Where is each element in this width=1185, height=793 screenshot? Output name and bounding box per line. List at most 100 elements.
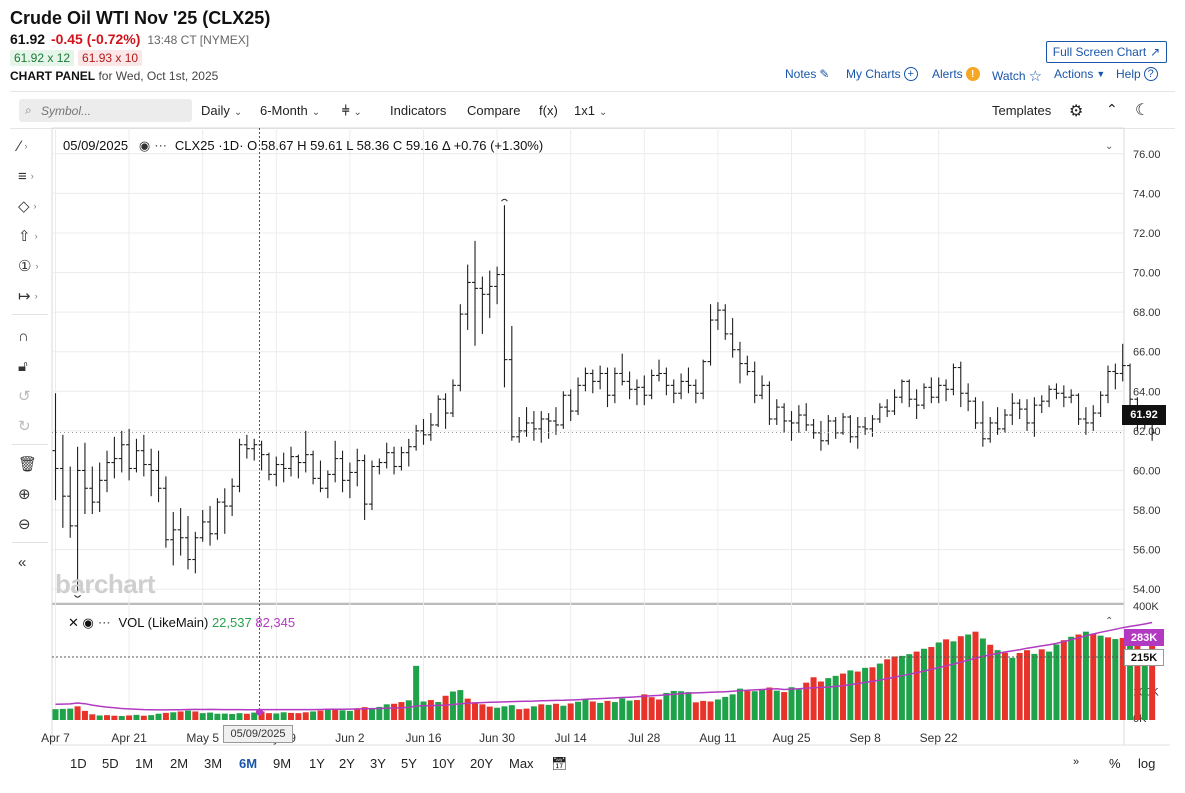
collapse-up-icon[interactable]: ⌃: [1106, 101, 1118, 117]
undo-button[interactable]: ↺: [18, 384, 48, 408]
volume-bar: [236, 713, 243, 720]
trend-line-tool[interactable]: ∕ ›: [18, 134, 48, 158]
double-chevron-down-icon[interactable]: »: [1073, 756, 1080, 768]
range-6m[interactable]: 6M: [239, 756, 258, 771]
range-10y[interactable]: 10Y: [432, 756, 456, 771]
ohlc-bar: [501, 205, 508, 388]
calendar-icon[interactable]: 📅︎: [551, 756, 568, 771]
submenu-arrow-icon: ›: [34, 291, 38, 301]
more-dots-icon[interactable]: ⋯: [154, 138, 168, 153]
dark-mode-moon-icon[interactable]: ☾: [1135, 102, 1150, 119]
eye-icon[interactable]: ◉: [82, 615, 94, 630]
fibonacci-tool[interactable]: ≡ ›: [18, 164, 48, 188]
lock-tool[interactable]: 🔓︎: [18, 354, 48, 378]
redo-button[interactable]: ↻: [18, 414, 48, 438]
notes-link[interactable]: Notes ✎: [785, 67, 829, 81]
volume-bar: [1097, 635, 1104, 720]
eye-icon[interactable]: ◉: [138, 138, 151, 153]
zoom-in-button[interactable]: ⊕: [18, 482, 48, 506]
delete-drawings-button[interactable]: 🗑︎: [18, 452, 48, 476]
low-marker: [74, 594, 81, 598]
range-3y[interactable]: 3Y: [370, 756, 386, 771]
magnet-tool[interactable]: ∩: [18, 324, 48, 348]
measure-tool[interactable]: ↦ ›: [18, 284, 48, 308]
volume-bar: [177, 711, 184, 720]
ohlc-bar: [869, 415, 876, 437]
double-chevron-left-icon: «: [18, 553, 27, 571]
volume-bar: [1090, 633, 1097, 720]
ohlc-bar: [817, 420, 824, 451]
ohlc-bar: [935, 377, 942, 404]
interval-dropdown[interactable]: Daily ⌄: [201, 103, 242, 118]
help-link[interactable]: Help ?: [1116, 67, 1158, 81]
ohlc-bar: [523, 407, 530, 437]
actions-dropdown[interactable]: Actions ▼: [1054, 67, 1105, 81]
my-charts-link[interactable]: My Charts +: [846, 67, 918, 81]
volume-bar: [354, 708, 361, 720]
volume-bar: [457, 690, 464, 720]
range-9m[interactable]: 9M: [273, 756, 292, 771]
period-dropdown[interactable]: 6-Month ⌄: [260, 103, 320, 118]
volume-bar: [729, 694, 736, 720]
ohlc-bar: [184, 515, 191, 570]
range-1d[interactable]: 1D: [70, 756, 87, 771]
volume-bar: [310, 711, 317, 720]
ohlc-bars-icon: ⫩: [342, 103, 350, 118]
volume-bar: [516, 709, 523, 720]
star-icon: ☆: [1028, 68, 1043, 85]
zoom-out-button[interactable]: ⊖: [18, 512, 48, 536]
date-axis-label: Sep 8: [849, 731, 881, 745]
range-1y[interactable]: 1Y: [309, 756, 325, 771]
fx-button[interactable]: f(x): [539, 103, 558, 118]
ohlc-bar: [567, 389, 574, 421]
more-dots-icon[interactable]: ⋯: [97, 615, 111, 630]
ohlc-bar: [140, 434, 147, 477]
volume-bar: [597, 702, 604, 720]
layout-dropdown[interactable]: 1x1 ⌄: [574, 103, 607, 118]
price-axis-label: 58.00: [1133, 505, 1161, 517]
compare-button[interactable]: Compare: [467, 103, 521, 118]
alerts-link[interactable]: Alerts !: [932, 67, 980, 81]
volume-value: 22,537: [211, 615, 252, 630]
range-3m[interactable]: 3M: [204, 756, 223, 771]
watch-link[interactable]: Watch ☆: [992, 67, 1042, 85]
log-scale-button[interactable]: log: [1138, 756, 1156, 771]
full-screen-chart-button[interactable]: Full Screen Chart ↗: [1046, 41, 1167, 63]
range-max[interactable]: Max: [509, 756, 534, 771]
close-pane-icon[interactable]: ✕: [68, 615, 79, 630]
volume-legend: ✕ ◉ ⋯ VOL (LikeMain) 22,537 82,345: [68, 615, 295, 631]
range-5y[interactable]: 5Y: [401, 756, 417, 771]
range-5d[interactable]: 5D: [102, 756, 119, 771]
volume-pane-chevron-up-icon[interactable]: ⌃: [1105, 616, 1114, 627]
collapse-sidebar-button[interactable]: «: [18, 550, 48, 574]
range-2m[interactable]: 2M: [170, 756, 189, 771]
shapes-tool[interactable]: ◇ ›: [18, 194, 48, 218]
volume-bar: [170, 712, 177, 720]
volume-bar: [567, 703, 574, 720]
indicators-button[interactable]: Indicators: [390, 103, 447, 118]
ohlc-bar: [979, 401, 986, 447]
templates-button[interactable]: Templates: [992, 103, 1052, 118]
ohlc-bar: [1082, 407, 1089, 435]
range-20y[interactable]: 20Y: [470, 756, 494, 771]
percent-scale-button[interactable]: %: [1109, 756, 1121, 771]
volume-bar: [317, 710, 324, 720]
volume-bar: [1001, 652, 1008, 720]
range-1m[interactable]: 1M: [135, 756, 154, 771]
range-2y[interactable]: 2Y: [339, 756, 355, 771]
legend-collapse-chevron-icon[interactable]: ⌄: [1105, 141, 1114, 152]
volume-bar: [126, 715, 133, 720]
volume-bar: [663, 692, 670, 720]
annotation-tool[interactable]: ① ›: [18, 254, 48, 278]
symbol-search-input[interactable]: [19, 99, 192, 122]
arrow-tool[interactable]: ⇧ ›: [18, 224, 48, 248]
legend-open-label: O: [247, 138, 258, 153]
settings-gear-icon[interactable]: ⚙: [1069, 103, 1084, 120]
date-axis-label: Aug 25: [772, 731, 810, 745]
chart-type-dropdown[interactable]: ⫩ ⌄: [342, 103, 362, 119]
ohlc-bar: [656, 359, 663, 382]
zoom-out-icon: ⊖: [18, 516, 31, 533]
volume-bar: [221, 713, 228, 720]
ohlc-bar: [736, 341, 743, 384]
